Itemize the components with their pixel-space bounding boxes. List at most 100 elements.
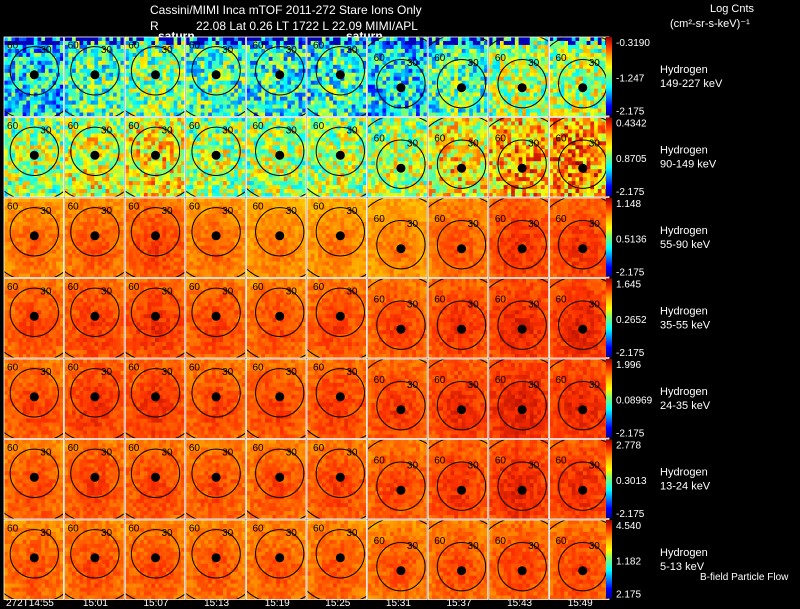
- contour-label: 60: [374, 214, 386, 225]
- row-energy-label: 35-55 keV: [660, 320, 711, 332]
- contour-label: 30: [101, 126, 113, 137]
- panel-r1-c7: 30 60: [427, 117, 489, 198]
- contour-label: 30: [346, 528, 358, 539]
- contour-label: 60: [555, 536, 567, 547]
- colorbar-max: 2.778: [616, 441, 641, 452]
- panel-r0-c0: 30 60: [3, 36, 64, 117]
- contour-label: 30: [40, 206, 52, 217]
- contour-label: 60: [252, 282, 264, 293]
- panel-r1-c1: 30 60: [64, 117, 125, 198]
- panel-r4-c4: 30 60: [245, 358, 307, 439]
- contour-label: 60: [313, 282, 325, 293]
- panel-r1-c0: 30 60: [3, 117, 64, 198]
- contour-label: 30: [468, 219, 480, 230]
- contour-label: 30: [286, 206, 298, 217]
- panel-r0-c5: 30 60: [306, 36, 367, 117]
- contour-label: 30: [286, 287, 298, 298]
- contour-label: 30: [162, 367, 174, 378]
- panel-r6-c0: 30 60: [3, 519, 64, 600]
- panel-r5-c3: 30 60: [185, 439, 246, 520]
- contour-label: 60: [374, 456, 386, 467]
- panel-r2-c2: 30 60: [124, 197, 186, 278]
- panel-r0-c1: 30 60: [64, 36, 125, 117]
- panel-r4-c3: 30 60: [185, 358, 246, 439]
- colorbar-min: -2.175: [616, 348, 645, 359]
- panel-r2-c5: 30 60: [306, 197, 367, 278]
- row-species-label: Hydrogen: [660, 306, 708, 318]
- panel-r2-c3: 30 60: [185, 197, 246, 278]
- contour-label: 60: [495, 456, 507, 467]
- contour-label: 30: [101, 206, 113, 217]
- row-energy-label: 90-149 keV: [660, 159, 717, 171]
- contour-label: 60: [434, 375, 446, 386]
- contour-label: 30: [162, 126, 174, 137]
- contour-label: 30: [528, 541, 540, 552]
- panel-r3-c8: 30 60: [488, 278, 549, 359]
- panel-r3-c1: 30 60: [64, 278, 125, 359]
- colorbar-min: 2.175: [616, 590, 641, 601]
- contour-label: 60: [189, 362, 201, 373]
- panel-r0-c7: 30 60: [427, 36, 489, 117]
- panel-r3-c3: 30 60: [185, 278, 246, 359]
- colorbar-r1: [606, 117, 612, 196]
- contour-label: 30: [346, 287, 358, 298]
- contour-label: 60: [313, 40, 325, 51]
- contour-label: 60: [555, 375, 567, 386]
- colorbar-mid: -1.247: [616, 73, 645, 84]
- contour-label: 60: [189, 282, 201, 293]
- colorbar-min: -2.175: [616, 268, 645, 279]
- panel-r4-c0: 30 60: [3, 358, 64, 439]
- contour-label: 60: [68, 40, 80, 51]
- contour-label: 30: [162, 45, 174, 56]
- panel-r4-c1: 30 60: [64, 358, 125, 439]
- colorbar-min: -2.175: [616, 187, 645, 198]
- contour-label: 30: [407, 219, 419, 230]
- contour-label: 30: [407, 380, 419, 391]
- contour-label: 60: [7, 201, 19, 212]
- panel-r1-c3: 30 60: [185, 117, 246, 198]
- contour-label: 60: [313, 443, 325, 454]
- colorbar-r0: [606, 37, 612, 116]
- contour-label: 60: [7, 40, 19, 51]
- panel-r5-c4: 30 60: [245, 439, 307, 520]
- contour-label: 60: [434, 456, 446, 467]
- row-energy-label: 13-24 keV: [660, 481, 711, 493]
- contour-label: 30: [286, 448, 298, 459]
- row-energy-label: 5-13 keV: [660, 561, 705, 573]
- contour-label: 60: [7, 282, 19, 293]
- contour-label: 60: [252, 523, 264, 534]
- contour-label: 60: [434, 53, 446, 64]
- contour-label: 30: [589, 541, 601, 552]
- contour-label: 60: [68, 201, 80, 212]
- contour-label: 30: [589, 299, 601, 310]
- contour-label: 30: [286, 367, 298, 378]
- row-species-label: Hydrogen: [660, 547, 708, 559]
- contour-label: 60: [434, 214, 446, 225]
- contour-label: 30: [286, 45, 298, 56]
- contour-label: 60: [313, 121, 325, 132]
- panel-r1-c8: 30 60: [488, 117, 549, 198]
- panel-r2-c6: 30 60: [367, 197, 428, 278]
- panel-r4-c7: 30 60: [427, 358, 489, 439]
- contour-label: 60: [313, 523, 325, 534]
- plot-title: Cassini/MIMI Inca mTOF 2011-272 Stare Io…: [150, 3, 422, 17]
- contour-label: 60: [434, 295, 446, 306]
- contour-label: 60: [555, 214, 567, 225]
- colorbar-mid: 0.3013: [616, 476, 647, 487]
- contour-label: 60: [7, 121, 19, 132]
- panel-r6-c1: 30 60: [64, 519, 125, 600]
- colorbar-r2: [606, 198, 612, 277]
- contour-label: 60: [495, 375, 507, 386]
- contour-label: 30: [222, 448, 234, 459]
- contour-label: 60: [68, 121, 80, 132]
- contour-label: 30: [468, 541, 480, 552]
- panel-r1-c4: 30 60: [245, 117, 307, 198]
- contour-label: 30: [589, 58, 601, 69]
- contour-label: 30: [222, 367, 234, 378]
- contour-label: 60: [313, 362, 325, 373]
- contour-label: 60: [252, 201, 264, 212]
- colorbar-min: -2.175: [616, 107, 645, 118]
- colorbar-mid: 0.5136: [616, 234, 647, 245]
- contour-label: 30: [162, 206, 174, 217]
- contour-label: 30: [528, 460, 540, 471]
